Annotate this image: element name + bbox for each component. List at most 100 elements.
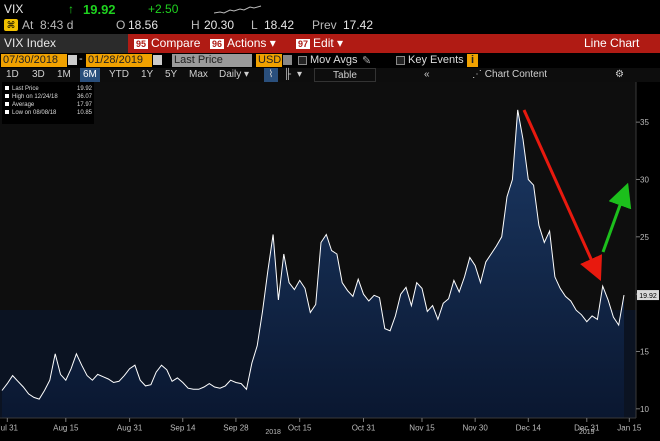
legend-value: 19.92: [77, 86, 93, 92]
legend-swatch: [5, 86, 9, 90]
x-year-label: 2018: [265, 429, 281, 436]
gear-icon[interactable]: ⚙: [615, 69, 624, 80]
range-tab-max[interactable]: Max: [189, 69, 208, 80]
chevron-down-icon: ▾: [337, 36, 344, 50]
last-price-tag: [637, 290, 659, 301]
price-field-select[interactable]: Last Price: [172, 54, 252, 67]
chart-legend: Last Price 19.92 High on 12/24/18 36.07 Aver…: [2, 82, 94, 124]
range-tab-1m[interactable]: 1M: [57, 69, 71, 80]
legend-background: [2, 82, 94, 124]
prev-label: Prev: [312, 18, 337, 32]
x-tick-label: Jul 31: [0, 424, 19, 433]
y-tick-label: 35: [640, 118, 649, 127]
chevron-down-icon[interactable]: [283, 55, 292, 65]
mov-avgs-label[interactable]: Mov Avgs: [310, 54, 358, 66]
x-year-label: 2019: [579, 429, 595, 436]
legend-label: Last Price: [12, 86, 39, 92]
up-trend-arrow: [601, 182, 632, 253]
controls-row: 07/30/2018 - 01/28/2019 Last Price USD M…: [0, 53, 660, 68]
y-tick-label: 15: [640, 347, 649, 356]
y-tick-label: 10: [640, 405, 649, 414]
legend-value: 36.07: [77, 94, 93, 100]
range-tab-1d[interactable]: 1D: [6, 69, 19, 80]
chart-icon: ⋰: [472, 69, 482, 80]
quote-details: ⌘ At 8:43 d O 18.56 H 20.30 L 18.42 Prev…: [0, 18, 660, 34]
pencil-icon[interactable]: ✎: [362, 55, 372, 67]
quote-bar: VIX ↑ 19.92 +2.50: [0, 0, 660, 18]
range-toolbar: 1D 3D 1M 6M YTD 1Y 5Y Max Daily ▾ ⌇ ╟ ▾ …: [0, 68, 660, 82]
x-tick-label: Jan 15: [617, 424, 642, 433]
chart-content-button[interactable]: ⋰ Chart Content: [472, 69, 548, 80]
open-value: 18.56: [128, 18, 159, 32]
series-line: [1, 109, 625, 400]
net-change: +2.50: [148, 2, 179, 16]
mov-avgs-checkbox[interactable]: [298, 56, 307, 65]
low-label: L: [251, 18, 258, 32]
range-tab-3d[interactable]: 3D: [32, 69, 45, 80]
period-select[interactable]: Daily ▾: [219, 69, 250, 80]
x-tick-label: Oct 31: [352, 424, 376, 433]
range-tab-5y[interactable]: 5Y: [165, 69, 178, 80]
edit-menu[interactable]: 97 Edit ▾: [296, 36, 344, 50]
at-label: At: [22, 18, 34, 32]
chevron-down-icon: ▾: [269, 36, 276, 50]
down-trend-arrow: [522, 109, 603, 281]
x-tick-label: Aug 15: [53, 424, 79, 433]
x-tick-label: Sep 28: [223, 424, 249, 433]
legend-value: 17.97: [77, 102, 93, 108]
range-tab-1y[interactable]: 1Y: [141, 69, 154, 80]
x-tick-label: Sep 14: [170, 424, 196, 433]
legend-swatch: [5, 110, 9, 114]
x-tick-label: Dec 31: [574, 424, 600, 433]
ticker-label: VIX: [4, 2, 24, 16]
legend-swatch: [5, 94, 9, 98]
bar-style-icon[interactable]: ╟: [284, 69, 292, 80]
x-tick-label: Oct 15: [288, 424, 312, 433]
x-tick-label: Nov 15: [409, 424, 435, 433]
key-events-checkbox[interactable]: [396, 56, 405, 65]
high-value: 20.30: [204, 18, 235, 32]
compare-menu[interactable]: 95 Compare: [134, 36, 201, 50]
actions-menu[interactable]: 96 Actions ▾: [210, 36, 276, 50]
legend-value: 10.85: [77, 110, 93, 116]
key-events-label[interactable]: Key Events: [408, 54, 464, 66]
info-icon[interactable]: i: [467, 54, 478, 67]
legend-swatch: [5, 102, 9, 106]
legend-label: Low on 08/08/18: [12, 110, 57, 116]
sparkline-icon: [214, 5, 262, 14]
quote-time: 8:43 d: [40, 18, 74, 32]
up-arrow-icon: ↑: [68, 2, 74, 16]
security-field[interactable]: VIX Index: [0, 34, 128, 53]
table-button[interactable]: Table: [314, 68, 376, 82]
terminal-icon[interactable]: ⌘: [4, 19, 18, 31]
currency-field[interactable]: USD: [256, 54, 282, 67]
y-tick-label: 30: [640, 175, 649, 184]
chevron-down-icon[interactable]: ▾: [297, 69, 303, 80]
x-tick-label: Aug 31: [117, 424, 143, 433]
low-value: 18.42: [264, 18, 295, 32]
chart-type-title: Line Chart: [584, 36, 640, 50]
calendar-icon[interactable]: [153, 55, 162, 65]
end-date-field[interactable]: 01/28/2019: [86, 54, 152, 67]
x-tick-label: Dec 14: [516, 424, 542, 433]
last-price: 19.92: [83, 2, 116, 17]
chevron-down-icon: ▾: [244, 69, 250, 80]
high-label: H: [191, 18, 200, 32]
start-date-field[interactable]: 07/30/2018: [1, 54, 67, 67]
calendar-icon[interactable]: [68, 55, 77, 65]
collapse-icon[interactable]: «: [424, 69, 430, 80]
series-area: [2, 109, 624, 419]
x-tick-label: Nov 30: [462, 424, 488, 433]
last-price-tag-label: 19.92: [639, 293, 657, 300]
legend-label: High on 12/24/18: [12, 94, 58, 100]
y-tick-label: 25: [640, 233, 649, 242]
open-label: O: [116, 18, 126, 32]
range-tab-6m[interactable]: 6M: [80, 68, 100, 82]
prev-value: 17.42: [343, 18, 374, 32]
menu-bar: VIX Index 95 Compare 96 Actions ▾ 97 Edit ▾…: [0, 34, 660, 53]
line-chart-icon[interactable]: ⌇: [264, 68, 278, 82]
range-tab-ytd[interactable]: YTD: [109, 69, 129, 80]
legend-label: Average: [12, 102, 35, 108]
